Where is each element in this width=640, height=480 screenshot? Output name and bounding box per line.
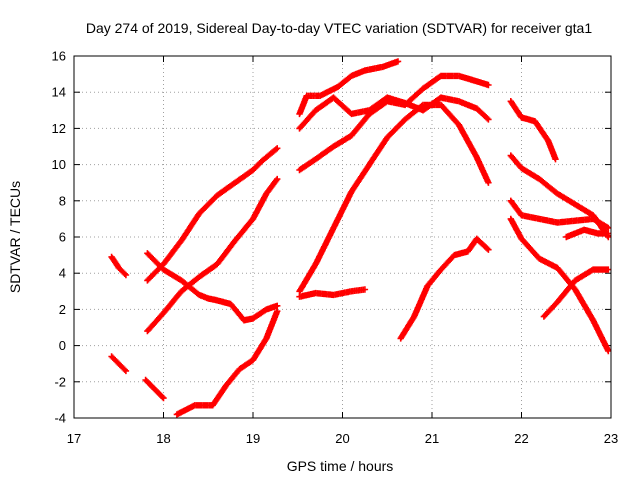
data-series-arc-15 — [507, 152, 612, 241]
x-tick-label: 22 — [514, 431, 528, 446]
grid-lines — [74, 56, 611, 418]
data-series-arc-2 — [108, 353, 130, 375]
data-series-arc-4 — [144, 145, 281, 284]
y-tick-label: -2 — [54, 374, 66, 389]
x-tick-label: 17 — [67, 431, 81, 446]
x-tick-label: 18 — [156, 431, 170, 446]
y-tick-label: 16 — [52, 49, 66, 64]
y-tick-label: 12 — [52, 121, 66, 136]
data-series-arc-1 — [108, 253, 130, 279]
data-series-arc-14 — [507, 98, 559, 163]
data-series-arc-3 — [142, 376, 167, 402]
y-tick-label: -4 — [54, 411, 66, 426]
data-series-arc-7 — [173, 308, 281, 418]
plot-frame — [73, 55, 612, 419]
y-tick-label: 4 — [59, 266, 66, 281]
chart-title: Day 274 of 2019, Sidereal Day-to-day VTE… — [86, 20, 593, 36]
x-tick-label: 20 — [335, 431, 349, 446]
data-series-arc-13 — [397, 235, 492, 342]
data-series-arc-8 — [296, 58, 402, 118]
y-tick-label: 14 — [52, 85, 66, 100]
y-axis-label: SDTVAR / TECUs — [7, 181, 23, 293]
data-series-arc-16 — [507, 197, 612, 232]
data-series-arc-19 — [563, 226, 612, 241]
x-tick-label: 21 — [425, 431, 439, 446]
y-tick-label: 8 — [59, 193, 66, 208]
x-tick-label: 19 — [246, 431, 260, 446]
data-series-arc-10 — [296, 72, 492, 174]
x-axis-label: GPS time / hours — [287, 458, 394, 474]
data-series-arc-18 — [540, 266, 612, 320]
data-series-arc-17 — [507, 215, 612, 355]
data-series-arc-6 — [144, 175, 281, 335]
y-tick-label: 2 — [59, 302, 66, 317]
y-tick-label: 10 — [52, 157, 66, 172]
data-series-arc-12 — [296, 286, 369, 300]
data-series — [108, 58, 612, 418]
x-tick-label: 23 — [604, 431, 618, 446]
y-tick-label: 0 — [59, 338, 66, 353]
data-series-arc-11 — [296, 101, 492, 295]
y-tick-label: 6 — [59, 230, 66, 245]
